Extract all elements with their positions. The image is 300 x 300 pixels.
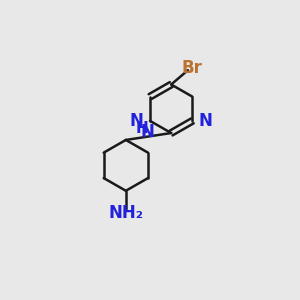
Text: H: H [136, 121, 148, 136]
Text: N: N [199, 112, 213, 130]
Text: NH₂: NH₂ [108, 204, 143, 222]
Text: N: N [130, 112, 143, 130]
Text: Br: Br [182, 59, 202, 77]
Text: N: N [140, 123, 154, 141]
